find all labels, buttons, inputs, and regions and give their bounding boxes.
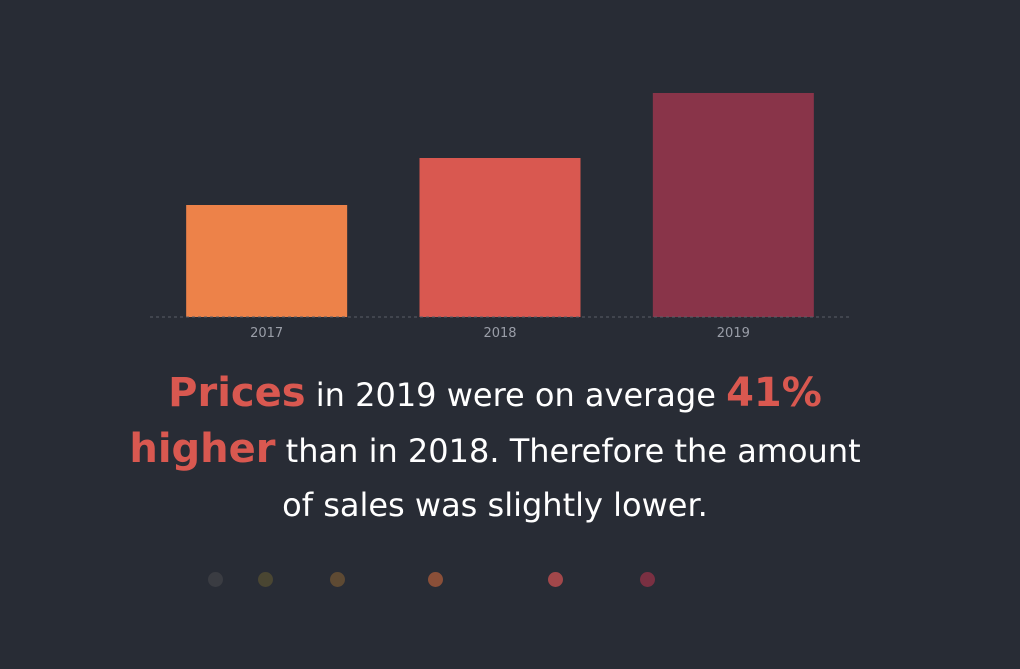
bar-2017 [186,205,348,317]
headline-highlight-percent: 41% higher [129,370,822,472]
bars-group [186,93,814,317]
x-tick-label-2017: 2017 [250,326,283,341]
pagination-dots[interactable] [0,560,1020,600]
pagination-dot-4[interactable] [427,572,443,587]
x-tick-label-2018: 2018 [483,326,516,341]
pagination-dot-5[interactable] [547,572,563,587]
pagination-dot-3[interactable] [329,572,345,587]
pagination-dot-6[interactable] [639,572,655,587]
headline-text-2: than in 2018. Therefore the amount of sa… [282,432,861,524]
headline-highlight-prices: Prices [168,370,306,416]
bar-2019 [652,93,814,317]
pagination-dot-1[interactable] [207,572,223,587]
headline: Prices in 2019 were on average 41% highe… [120,366,870,532]
bar-2018 [419,158,581,317]
x-tick-label-2019: 2019 [717,326,750,341]
x-tick-labels: 2017 2018 2019 [250,326,750,341]
bar-chart: 2017 2018 2019 [150,93,850,341]
headline-text-1: in 2019 were on average [315,376,716,414]
pagination-dot-2[interactable] [257,572,273,587]
